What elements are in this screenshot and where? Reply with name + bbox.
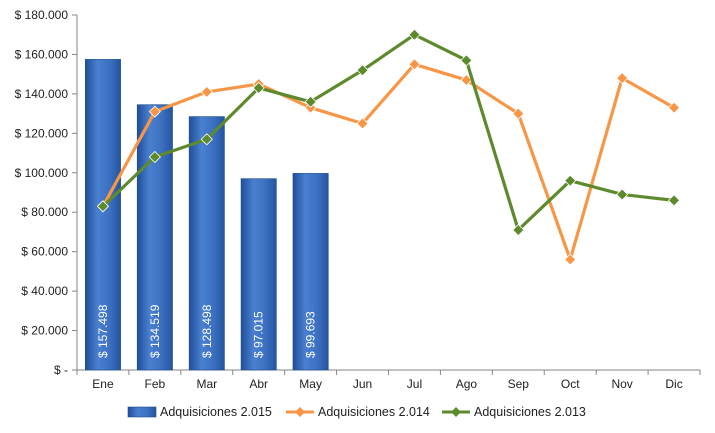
legend: Adquisiciones 2.015 Adquisiciones 2.014 Ad… <box>127 405 586 419</box>
x-tick-label: Feb <box>145 377 166 391</box>
y-tick-label: $ 160.000 <box>15 47 69 61</box>
y-tick-label: $ 40.000 <box>21 284 68 298</box>
point-marker <box>616 188 629 201</box>
series-line <box>101 33 675 232</box>
series-line <box>101 62 675 262</box>
bar-data-label: $ 134.519 <box>148 304 162 358</box>
legend-label: Adquisiciones 2.014 <box>318 405 430 419</box>
x-tick-label: Mar <box>196 377 217 391</box>
bar-data-label: $ 128.498 <box>200 304 214 358</box>
point-marker <box>460 54 473 67</box>
point-marker <box>564 253 577 266</box>
y-tick-label: $ - <box>54 363 68 377</box>
point-marker <box>96 200 110 213</box>
x-tick-label: Ago <box>456 377 478 391</box>
point-marker <box>200 85 213 98</box>
point-marker <box>512 107 525 120</box>
point-marker <box>667 194 681 207</box>
x-tick-label: Sep <box>508 377 530 391</box>
bar <box>85 59 121 371</box>
legend-marker <box>451 407 461 417</box>
y-tick-label: $ 60.000 <box>21 245 68 259</box>
line-series <box>96 28 681 266</box>
point-marker <box>304 95 317 108</box>
bar-data-label: $ 157.498 <box>96 304 110 358</box>
bar-data-label: $ 97.015 <box>252 311 266 358</box>
point-marker <box>667 101 681 114</box>
y-tick-label: $ 140.000 <box>15 87 69 101</box>
bar <box>188 116 225 371</box>
point-marker <box>512 223 525 237</box>
point-marker <box>460 74 473 87</box>
legend-label: Adquisiciones 2.013 <box>474 405 586 419</box>
point-marker <box>148 150 161 164</box>
x-tick-label: Ene <box>92 377 114 391</box>
point-marker <box>408 28 421 41</box>
x-tick-label: Abr <box>249 377 268 391</box>
x-tick-label: May <box>299 377 322 391</box>
y-tick-label: $ 100.000 <box>15 166 69 180</box>
point-marker <box>356 64 369 77</box>
x-tick-label: Jun <box>353 377 372 391</box>
bar <box>292 173 329 371</box>
point-marker <box>200 133 213 146</box>
point-marker <box>408 58 421 71</box>
y-tick-label: $ 180.000 <box>15 8 69 22</box>
x-tick-label: Oct <box>561 377 580 391</box>
y-tick-label: $ 120.000 <box>15 126 69 140</box>
point-marker <box>616 72 629 85</box>
legend-marker <box>295 407 305 417</box>
x-tick-label: Jul <box>407 377 422 391</box>
x-tick-label: Dic <box>665 377 682 391</box>
legend-swatch <box>127 406 157 418</box>
point-marker <box>564 174 577 187</box>
point-marker <box>356 117 369 130</box>
bar-data-label: $ 99.693 <box>304 311 318 358</box>
bar-series: $ 157.498 $ 134.519 $ 128.498 $ 97.015 $ 99.… <box>85 59 329 371</box>
bar <box>136 104 173 371</box>
point-marker <box>252 81 265 95</box>
y-tick-label: $ 20.000 <box>21 324 68 338</box>
x-tick-label: Nov <box>611 377 632 391</box>
point-marker <box>148 105 161 118</box>
bar <box>240 178 277 371</box>
legend-label: Adquisiciones 2.015 <box>160 405 272 419</box>
y-tick-label: $ 80.000 <box>21 205 68 219</box>
axes: $ - $ 20.000 $ 40.000 $ 60.000 $ 80.000 $ 100… <box>15 8 701 391</box>
